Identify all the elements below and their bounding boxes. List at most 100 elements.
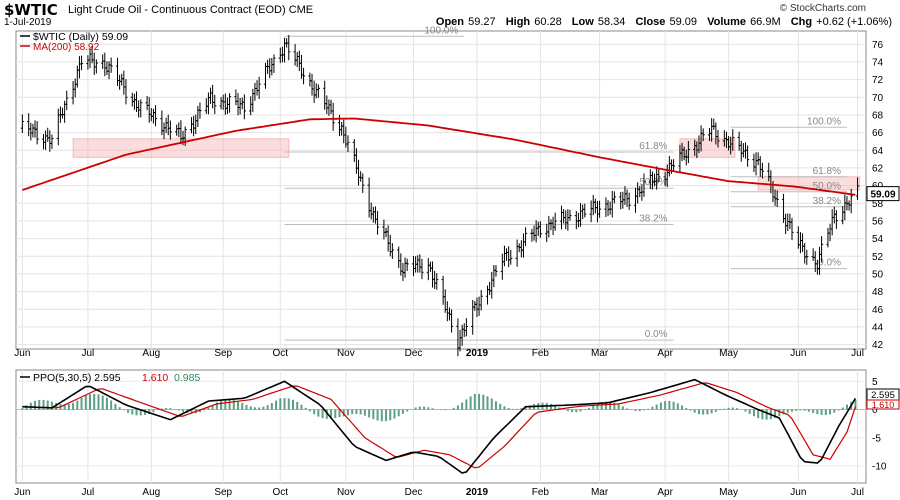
price-bar <box>160 110 164 136</box>
price-bar <box>310 73 314 96</box>
histogram-bar <box>503 406 506 410</box>
price-bar <box>189 117 194 134</box>
histogram-bar <box>76 400 79 410</box>
legend-ma: MA(200) 58.92 <box>33 42 100 53</box>
price-bar <box>416 255 420 273</box>
histogram-bar <box>431 408 434 410</box>
histogram-bar <box>706 409 709 415</box>
price-bar <box>323 80 327 110</box>
price-bar <box>236 93 240 116</box>
histogram-bar <box>478 393 481 410</box>
month-label: May <box>719 487 738 498</box>
price-bar <box>211 84 215 109</box>
histogram-bar <box>110 400 113 410</box>
histogram-bar <box>604 401 607 410</box>
histogram-bar <box>296 401 299 410</box>
price-bar <box>206 92 211 115</box>
price-bar <box>523 227 528 247</box>
histogram-bar <box>38 399 41 410</box>
month-label: Feb <box>532 348 550 359</box>
month-label: 2019 <box>466 487 489 498</box>
price-bar <box>559 205 564 230</box>
ppo-tick-label: 0 <box>872 405 878 416</box>
brand-credit: © StockCharts.com <box>779 3 866 14</box>
price-bar <box>301 67 306 85</box>
ppo-line <box>22 378 857 474</box>
histogram-bar <box>304 407 307 410</box>
histogram-bar <box>156 409 159 411</box>
histogram-bar <box>262 406 265 410</box>
fib-label: 100.0% <box>807 116 841 127</box>
month-label: May <box>719 348 738 359</box>
histogram-bar <box>325 409 328 419</box>
moving-average <box>22 117 856 196</box>
histogram-bar <box>220 400 223 410</box>
price-bar <box>756 152 760 166</box>
fib-label: 38.2% <box>639 213 667 224</box>
histogram-bar <box>761 409 764 420</box>
histogram-bar <box>651 406 654 410</box>
histogram-bar <box>854 399 857 410</box>
price-bar <box>134 91 139 113</box>
price-bar <box>194 114 198 135</box>
price-bar <box>107 61 111 80</box>
histogram-bar <box>833 409 836 413</box>
histogram-bar <box>668 400 671 410</box>
price-bar <box>667 155 671 177</box>
histogram-bar <box>659 402 662 410</box>
price-bar <box>701 128 705 142</box>
fib-label: 61.8% <box>639 141 667 152</box>
histogram-bar <box>241 403 244 410</box>
price-bar <box>811 248 815 261</box>
month-label: Mar <box>591 348 609 359</box>
price-bar <box>583 203 587 218</box>
price-bar <box>162 122 166 140</box>
price-bar <box>238 97 242 115</box>
histogram-bar <box>389 409 392 421</box>
histogram-bar <box>317 409 320 417</box>
month-label: Sep <box>214 348 232 359</box>
month-label: Apr <box>657 487 673 498</box>
price-bar <box>553 212 557 231</box>
price-bar <box>29 122 33 141</box>
histogram-bar <box>228 399 231 410</box>
month-label: Jul <box>851 348 864 359</box>
price-bar <box>449 309 454 333</box>
price-bar <box>44 130 48 151</box>
svg-text:2.595: 2.595 <box>871 390 895 401</box>
price-bar <box>464 318 468 337</box>
fib-label: 50.0% <box>813 181 841 192</box>
histogram-bar <box>469 396 472 410</box>
histogram-bar <box>841 407 844 410</box>
month-label: 2019 <box>466 348 489 359</box>
price-bar <box>198 102 202 119</box>
price-tick-label: 64 <box>872 146 884 157</box>
histogram-bar <box>778 409 781 417</box>
histogram-bar <box>837 409 840 411</box>
month-label: Aug <box>142 487 160 498</box>
ppo-tick-label: -5 <box>872 433 881 444</box>
price-bar <box>568 209 572 221</box>
histogram-bar <box>198 409 201 413</box>
histogram-bar <box>812 409 815 413</box>
price-bar <box>534 220 538 243</box>
price-bar <box>803 242 807 264</box>
histogram-bar <box>689 409 692 411</box>
histogram-bar <box>160 408 163 410</box>
price-bar <box>268 58 272 79</box>
price-bar <box>371 206 375 223</box>
histogram-bar <box>279 398 282 410</box>
histogram-bar <box>672 401 675 410</box>
histogram-bar <box>693 409 696 413</box>
histogram-bar <box>211 405 214 410</box>
histogram-bar <box>355 409 358 414</box>
histogram-bar <box>456 405 459 410</box>
histogram-bar <box>50 401 53 410</box>
price-bar <box>145 95 149 111</box>
price-bar <box>147 97 151 123</box>
histogram-bar <box>566 409 569 412</box>
month-label: Dec <box>405 487 423 498</box>
price-bar <box>316 84 320 98</box>
ohlc-readout: Open 59.27 High 60.28 Low 58.34 Close 59… <box>435 16 892 28</box>
price-bar <box>819 236 824 263</box>
